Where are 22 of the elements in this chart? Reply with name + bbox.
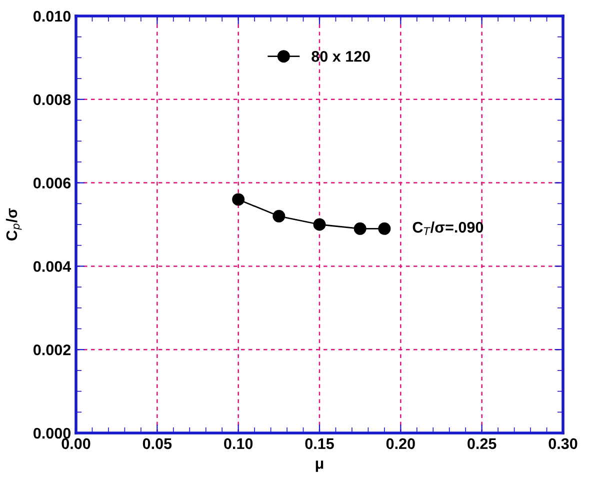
x-tick-label: 0.20 (386, 438, 415, 450)
y-tick-label: 0.006 (34, 178, 71, 188)
point (378, 222, 391, 235)
x-tick-label: 0.15 (305, 438, 334, 450)
point (232, 193, 245, 206)
y-axis-title: C$_{p}$/σ (6, 208, 22, 240)
y-tick-label: 0.008 (34, 94, 71, 106)
x-tick-label: 0.05 (142, 438, 172, 450)
x-tick-label: 0.25 (468, 438, 496, 450)
x-axis-title: μ (316, 460, 324, 472)
y-tick-label: 0.000 (34, 428, 71, 439)
y-tick-label: 0.002 (34, 344, 71, 356)
point (272, 210, 286, 222)
x-tick-label: 0.30 (548, 438, 578, 450)
x-tick-label: 0.00 (62, 438, 90, 450)
x-tick-label: 0.10 (224, 438, 253, 450)
point (313, 218, 326, 231)
y-tick-label: 0.004 (34, 261, 72, 272)
point (354, 222, 366, 235)
y-tick-label: 0.010 (34, 10, 71, 22)
annotation: C$_{T}$/σ=.090 (412, 221, 484, 236)
legend-label: 80 x 120 (312, 51, 370, 62)
